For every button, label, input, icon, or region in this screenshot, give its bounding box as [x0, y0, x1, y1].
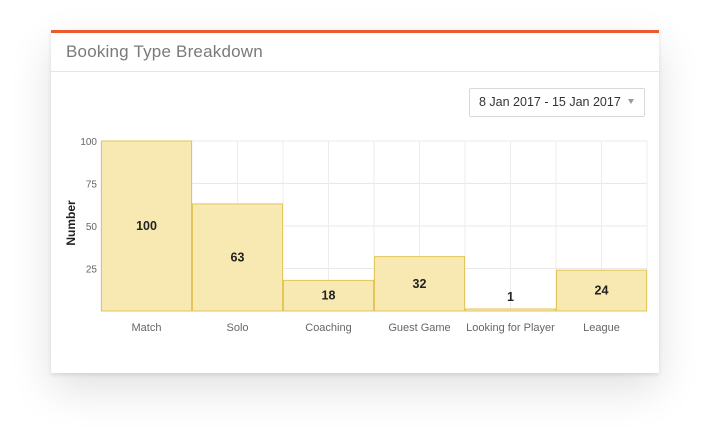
- date-range-select[interactable]: 8 Jan 2017 - 15 Jan 2017: [469, 88, 645, 117]
- y-tick-label: 25: [86, 265, 98, 276]
- bar: [374, 256, 465, 312]
- y-tick-label: 100: [80, 137, 97, 148]
- x-tick-labels: Match Solo Coaching Guest Game Looking for P…: [132, 322, 620, 334]
- bar-value-label: 18: [322, 289, 336, 303]
- bar: [465, 308, 556, 312]
- x-tick-label: Looking for Player: [466, 322, 555, 334]
- y-tick-label: 50: [86, 222, 98, 233]
- bar-value-label: 63: [231, 250, 245, 264]
- bar: [192, 203, 283, 312]
- value-labels: 100 63 18 32 1 24: [136, 219, 608, 304]
- booking-type-card: Booking Type Breakdown 8 Jan 2017 - 15 J…: [51, 30, 659, 373]
- x-tick-label: Guest Game: [388, 322, 450, 334]
- card-header: Booking Type Breakdown: [51, 33, 659, 72]
- bar-chart: 100 63 18 32 1 24 Match Solo Coaching Guest Game…: [64, 137, 648, 334]
- chevron-down-icon: [628, 99, 634, 104]
- bar-value-label: 32: [413, 277, 427, 291]
- bar: [101, 140, 192, 312]
- card-title: Booking Type Breakdown: [66, 42, 263, 61]
- y-tick-labels: 25 50 75 100: [80, 137, 97, 276]
- bar: [556, 269, 647, 312]
- x-tick-label: Solo: [226, 322, 248, 334]
- bar: [283, 279, 374, 312]
- x-tick-label: League: [583, 322, 620, 334]
- bar-value-label: 100: [136, 219, 157, 233]
- bar-value-label: 24: [595, 284, 609, 298]
- y-tick-label: 75: [86, 180, 98, 191]
- chart-bars: [101, 140, 647, 312]
- bar-value-label: 1: [507, 290, 514, 304]
- date-range-value: 8 Jan 2017 - 15 Jan 2017: [479, 95, 621, 109]
- x-tick-label: Coaching: [305, 322, 351, 334]
- y-axis-label: Number: [64, 200, 78, 246]
- x-tick-label: Match: [132, 322, 162, 334]
